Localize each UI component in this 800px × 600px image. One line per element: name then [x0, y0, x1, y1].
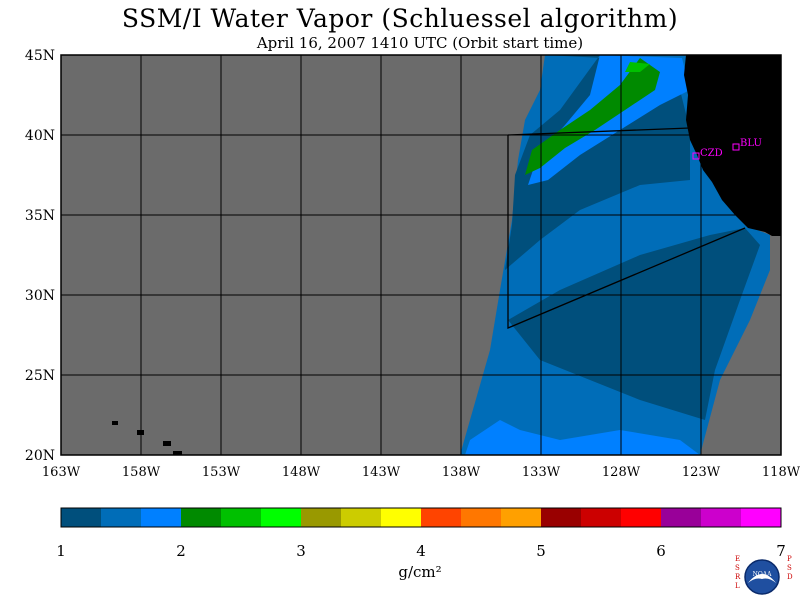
colorbar-swatch [101, 508, 142, 527]
station-blu-label: BLU [740, 138, 762, 149]
latitude-label: 40N [25, 128, 55, 144]
colorbar-swatch [741, 508, 782, 527]
colorbar-unit: g/cm² [398, 563, 441, 581]
latitude-label: 25N [25, 368, 55, 384]
longitude-label: 153W [202, 465, 241, 480]
colorbar-swatch [661, 508, 702, 527]
station-czd: CZD [692, 148, 723, 160]
station-czd-label: CZD [700, 148, 723, 159]
colorbar-swatch [261, 508, 302, 527]
latitude-labels: 45N 40N 35N 30N 25N 20N [25, 48, 55, 464]
longitude-label: 143W [362, 465, 401, 480]
longitude-label: 148W [282, 465, 321, 480]
colorbar-tick-label: 7 [776, 542, 786, 560]
colorbar-frame [60, 507, 782, 528]
colorbar-swatch [301, 508, 342, 527]
colorbar-swatch [461, 508, 502, 527]
colorbar-swatch [141, 508, 182, 527]
latitude-label: 35N [25, 208, 55, 224]
noaa-seal-bird [748, 574, 776, 583]
colorbar-swatch [621, 508, 662, 527]
latitude-label: 20N [25, 448, 55, 464]
longitude-label: 138W [442, 465, 481, 480]
colorbar-tick-label: 3 [296, 542, 306, 560]
longitude-label: 118W [762, 465, 800, 480]
colorbar-tick-label: 5 [536, 542, 546, 560]
station-blu: BLU [732, 138, 762, 151]
swath-bright-green [625, 62, 650, 72]
longitude-label: 163W [42, 465, 81, 480]
island-hawaii [173, 451, 182, 455]
island-kauai [112, 421, 118, 425]
longitude-label: 133W [522, 465, 561, 480]
swath-low-band-central [508, 228, 760, 420]
page-subtitle: April 16, 2007 1410 UTC (Orbit start tim… [256, 34, 584, 52]
island-maui [163, 441, 171, 446]
colorbar-swatch [381, 508, 422, 527]
longitude-label: 123W [682, 465, 721, 480]
colorbar [60, 507, 782, 528]
longitude-label: 128W [602, 465, 641, 480]
swath-higher-south [465, 420, 700, 455]
latitude-label: 45N [25, 48, 55, 64]
page-title: SSM/I Water Vapor (Schluessel algorithm) [121, 4, 679, 33]
colorbar-tick-label: 4 [416, 542, 426, 560]
colorbar-swatch [341, 508, 382, 527]
colorbar-swatch [221, 508, 262, 527]
domain-outline-top [507, 127, 691, 136]
graticule [61, 55, 781, 455]
colorbar-tick-label: 6 [656, 542, 666, 560]
colorbar-swatch [61, 508, 102, 527]
colorbar-swatch [181, 508, 222, 527]
colorbar-swatch [701, 508, 742, 527]
station-blu-marker [732, 143, 740, 151]
colorbar-tick-labels: 1 2 3 4 5 6 7 [56, 542, 786, 560]
station-czd-marker [692, 152, 700, 160]
noaa-seal-text: NOAA [753, 571, 773, 578]
swath-green-band [525, 58, 660, 175]
longitude-labels: 163W 158W 153W 148W 143W 138W 133W 128W 123W 118W [42, 465, 800, 480]
map-frame [60, 54, 782, 456]
colorbar-swatch [501, 508, 542, 527]
colorbar-swatch [421, 508, 462, 527]
domain-outline [507, 135, 746, 329]
colorbar-swatch [541, 508, 582, 527]
colorbar-tick-label: 1 [56, 542, 66, 560]
longitude-label: 158W [122, 465, 161, 480]
colorbar-swatch [581, 508, 622, 527]
latitude-label: 30N [25, 288, 55, 304]
colorbar-tick-label: 2 [176, 542, 186, 560]
